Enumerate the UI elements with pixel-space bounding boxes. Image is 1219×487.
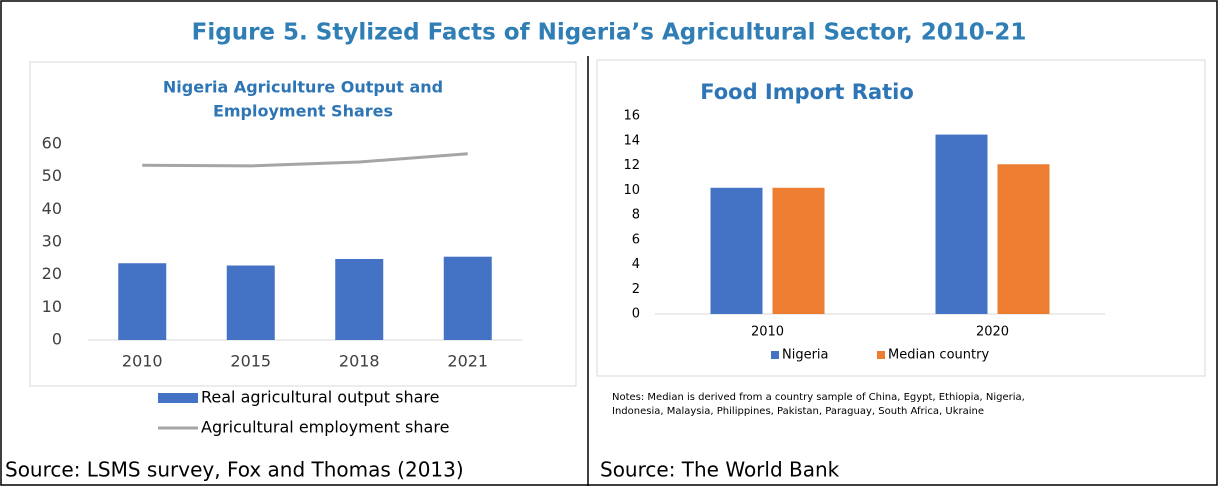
legend-label: Median country <box>888 348 989 363</box>
x-tick-label: 2010 <box>122 352 163 371</box>
bar <box>935 134 988 314</box>
legend-swatch <box>771 351 779 359</box>
y-tick-label: 60 <box>42 134 62 153</box>
y-tick-label: 30 <box>42 232 62 251</box>
y-tick-label: 14 <box>623 133 640 148</box>
y-tick-label: 0 <box>52 330 62 349</box>
legend-label: Nigeria <box>782 348 829 363</box>
line <box>142 152 468 168</box>
chart-frame <box>596 59 1206 377</box>
bar <box>710 187 763 314</box>
y-tick-label: 0 <box>632 307 640 322</box>
legend-label: Agricultural employment share <box>201 418 449 437</box>
y-tick-label: 10 <box>623 183 640 198</box>
chart-frame <box>29 61 577 387</box>
y-tick-label: 6 <box>632 232 640 247</box>
x-tick-label: 2018 <box>339 352 380 371</box>
notes: Indonesia, Malaysia, Philippines, Pakist… <box>612 406 984 417</box>
notes: Notes: Median is derived from a country … <box>612 392 1025 403</box>
legend-swatch <box>877 351 885 359</box>
legend-label: Real agricultural output share <box>201 388 439 407</box>
chart-title: Employment Shares <box>213 102 393 121</box>
bar <box>772 187 825 314</box>
chart-title: Nigeria Agriculture Output and <box>163 78 443 97</box>
bar <box>226 265 275 340</box>
bar <box>997 164 1050 314</box>
y-tick-label: 16 <box>623 109 640 124</box>
legend-swatch <box>158 393 198 403</box>
y-tick-label: 10 <box>42 297 62 316</box>
y-tick-label: 50 <box>42 166 62 185</box>
source: Source: The World Bank <box>600 458 840 482</box>
x-tick-label: 2020 <box>976 325 1009 340</box>
y-tick-label: 8 <box>632 208 640 223</box>
chart-title: Food Import Ratio <box>700 80 914 104</box>
x-tick-label: 2021 <box>447 352 488 371</box>
figure-title: Figure 5. Stylized Facts of Nigeria’s Ag… <box>192 20 1027 46</box>
source: Source: LSMS survey, Fox and Thomas (201… <box>5 458 464 482</box>
y-tick-label: 20 <box>42 264 62 283</box>
y-tick-label: 4 <box>632 257 640 272</box>
bar <box>335 258 384 340</box>
x-tick-label: 2015 <box>230 352 271 371</box>
bar <box>443 256 492 340</box>
y-tick-label: 40 <box>42 199 62 218</box>
x-tick-label: 2010 <box>751 325 784 340</box>
y-tick-label: 12 <box>623 158 640 173</box>
y-tick-label: 2 <box>632 282 640 297</box>
bar <box>118 263 167 340</box>
